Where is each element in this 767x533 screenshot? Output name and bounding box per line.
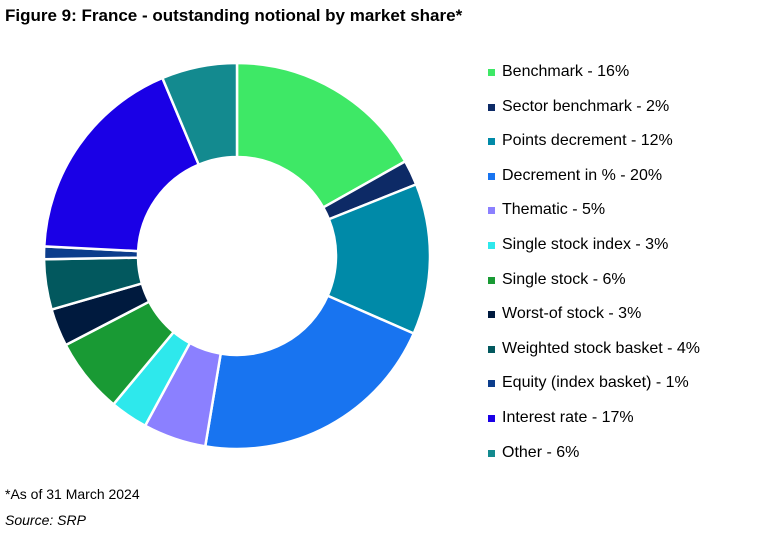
legend-item-weighted-stock-basket: Weighted stock basket - 4% bbox=[488, 340, 700, 375]
slice-other bbox=[161, 61, 239, 166]
legend-item-points-decrement: Points decrement - 12% bbox=[488, 132, 700, 167]
legend-item-sector-benchmark: Sector benchmark - 2% bbox=[488, 98, 700, 133]
legend-label: Interest rate - 17% bbox=[502, 408, 634, 426]
slice-benchmark bbox=[235, 61, 407, 209]
legend-swatch bbox=[488, 380, 495, 388]
chart-legend: Benchmark - 16% Sector benchmark - 2% Poin… bbox=[488, 63, 700, 478]
legend-label: Worst-of stock - 3% bbox=[502, 305, 642, 323]
legend-swatch bbox=[488, 449, 495, 457]
legend-swatch bbox=[488, 207, 495, 215]
legend-swatch bbox=[488, 103, 495, 111]
slice-interest-rate bbox=[42, 76, 200, 253]
legend-label: Other - 6% bbox=[502, 443, 580, 461]
legend-item-other: Other - 6% bbox=[488, 444, 700, 479]
donut-slices bbox=[42, 61, 432, 451]
legend-swatch bbox=[488, 345, 495, 353]
legend-item-benchmark: Benchmark - 16% bbox=[488, 63, 700, 98]
chart-title: Figure 9: France - outstanding notional … bbox=[5, 6, 463, 25]
legend-label: Thematic - 5% bbox=[502, 201, 606, 219]
legend-label: Equity (index basket) - 1% bbox=[502, 374, 689, 392]
legend-swatch bbox=[488, 69, 495, 76]
legend-item-interest-rate: Interest rate - 17% bbox=[488, 409, 700, 444]
legend-swatch bbox=[488, 276, 495, 284]
footnote: *As of 31 March 2024 bbox=[5, 486, 140, 502]
legend-item-thematic: Thematic - 5% bbox=[488, 201, 700, 236]
legend-swatch bbox=[488, 241, 495, 249]
legend-label: Points decrement - 12% bbox=[502, 132, 673, 150]
source-note: Source: SRP bbox=[5, 512, 86, 528]
slice-decrement-in bbox=[203, 294, 415, 451]
donut-chart bbox=[42, 61, 432, 451]
legend-label: Benchmark - 16% bbox=[502, 63, 630, 80]
legend-item-worst-of-stock: Worst-of stock - 3% bbox=[488, 305, 700, 340]
legend-item-single-stock-index: Single stock index - 3% bbox=[488, 236, 700, 271]
legend-swatch bbox=[488, 138, 495, 146]
legend-label: Single stock - 6% bbox=[502, 270, 626, 288]
legend-label: Single stock index - 3% bbox=[502, 235, 669, 253]
legend-swatch bbox=[488, 414, 495, 422]
legend-label: Sector benchmark - 2% bbox=[502, 97, 670, 115]
legend-label: Decrement in % - 20% bbox=[502, 166, 663, 184]
legend-swatch bbox=[488, 311, 495, 319]
legend-label: Weighted stock basket - 4% bbox=[502, 339, 701, 357]
legend-item-decrement-in: Decrement in % - 20% bbox=[488, 167, 700, 202]
legend-swatch bbox=[488, 172, 495, 180]
legend-item-single-stock: Single stock - 6% bbox=[488, 271, 700, 306]
legend-item-equity-index-basket: Equity (index basket) - 1% bbox=[488, 374, 700, 409]
